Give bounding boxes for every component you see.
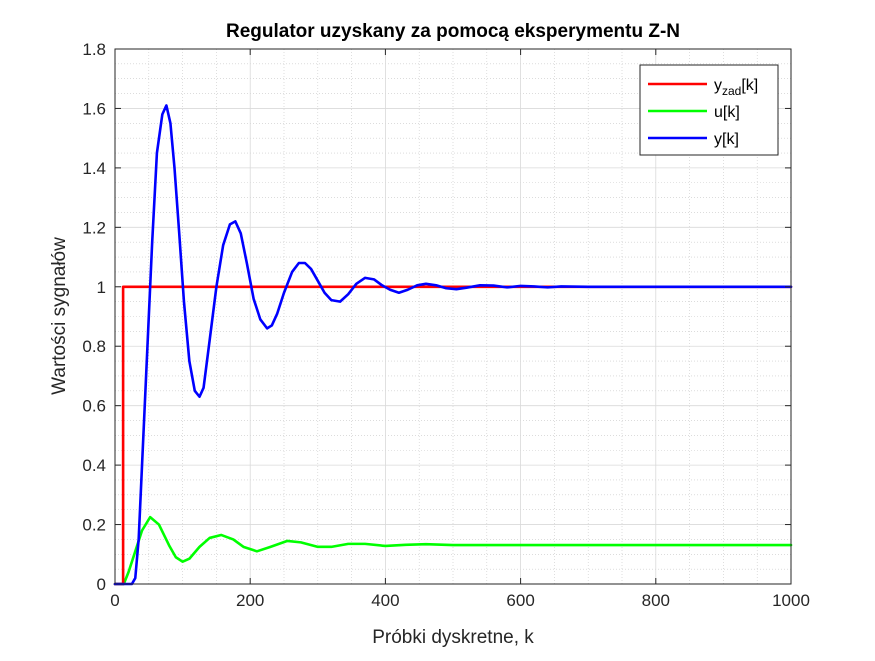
- y-tick-label: 1.4: [82, 159, 106, 178]
- ticks-layer: 0 200 400 600 800 1000 0 0.2 0.4 0.6 0.8 1 1.2 1.4 1.6…: [82, 40, 810, 610]
- axes-box: [114, 48, 792, 585]
- x-tick-label: 400: [371, 591, 399, 610]
- x-tick-label: 800: [642, 591, 670, 610]
- y-tick-label: 0: [97, 575, 106, 594]
- y-tick-label: 1.6: [82, 99, 106, 118]
- y-tick-label: 0.8: [82, 337, 106, 356]
- x-axis-label: Próbki dyskretne, k: [372, 627, 534, 648]
- x-tick-label: 600: [506, 591, 534, 610]
- legend: yzad[k] u[k] y[k]: [639, 64, 779, 156]
- legend-label: u[k]: [714, 104, 740, 121]
- series-line-1: [113, 515, 793, 586]
- chart-title: Regulator uzyskany za pomocą eksperyment…: [226, 21, 680, 42]
- x-tick-label: 200: [236, 591, 264, 610]
- x-tick-label: 1000: [772, 591, 810, 610]
- legend-label: y[k]: [714, 131, 739, 148]
- y-tick-label: 1.8: [82, 40, 106, 59]
- y-tick-label: 1: [97, 278, 106, 297]
- y-tick-label: 0.4: [82, 456, 106, 475]
- x-tick-label: 0: [110, 591, 119, 610]
- y-tick-label: 0.6: [82, 397, 106, 416]
- series-line-2: [113, 104, 793, 586]
- legend-label: yzad[k]: [714, 77, 758, 98]
- y-axis-label: Wartości sygnałów: [49, 237, 70, 395]
- y-tick-label: 1.2: [82, 218, 106, 237]
- y-tick-label: 0.2: [82, 516, 106, 535]
